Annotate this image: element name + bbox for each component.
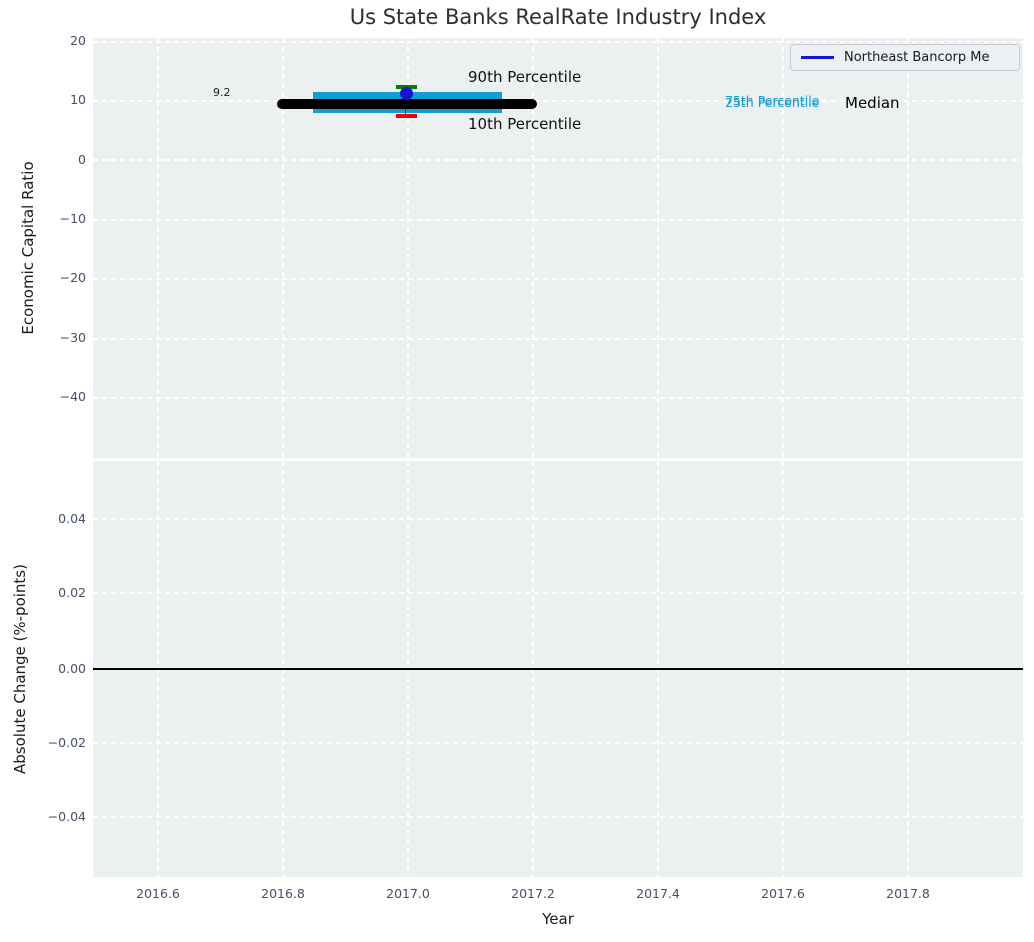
bottom-plot-area [93, 461, 1023, 877]
gridline-horizontal [93, 816, 1023, 818]
gridline-horizontal [93, 100, 1023, 102]
gridline-horizontal [93, 518, 1023, 520]
p10-cap-marker [396, 114, 417, 118]
gridline-horizontal [93, 397, 1023, 399]
gridline-horizontal [93, 592, 1023, 594]
gridline-horizontal [93, 278, 1023, 280]
y-tick-label: −0.04 [47, 809, 86, 824]
median-line [277, 99, 537, 109]
y-tick-label: −30 [59, 330, 86, 345]
y-axis-label-bottom: Absolute Change (%-points) [11, 564, 29, 774]
annotation-median: Median [845, 94, 900, 112]
gridline-vertical [407, 38, 409, 458]
y-tick-label: −20 [59, 270, 86, 285]
gridline-horizontal [93, 159, 1023, 161]
gridline-horizontal [93, 41, 1023, 43]
annotation-25th-percentile: 25th Percentile [725, 95, 820, 110]
y-tick-label: 20 [70, 33, 86, 48]
annotation-90th-percentile: 90th Percentile [468, 68, 582, 86]
gridline-vertical [782, 38, 784, 458]
gridline-vertical [282, 38, 284, 458]
legend-line-swatch [801, 56, 834, 59]
legend-series-label: Northeast Bancorp Me [844, 50, 990, 65]
y-tick-label: 0.02 [58, 585, 86, 600]
y-tick-label: 10 [70, 92, 86, 107]
y-axis-label-top: Economic Capital Ratio [19, 161, 37, 335]
y-tick-label: −10 [59, 211, 86, 226]
gridline-horizontal [93, 742, 1023, 744]
x-tick-label: 2017.2 [511, 886, 555, 901]
legend: Northeast Bancorp Me [790, 44, 1020, 71]
annotation-75th-percentile: 75th Percentile [725, 93, 820, 108]
gridline-vertical [157, 38, 159, 458]
y-tick-label: 0.04 [58, 511, 86, 526]
y-tick-label: −0.02 [47, 735, 86, 750]
company-data-point [400, 87, 413, 100]
x-axis-label: Year [542, 910, 574, 928]
x-tick-label: 2016.8 [261, 886, 305, 901]
top-plot-area: 90th Percentile 10th Percentile 9.2 75th… [93, 38, 1023, 458]
annotation-10th-percentile: 10th Percentile [468, 115, 582, 133]
gridline-vertical [657, 38, 659, 458]
y-tick-label: 0.00 [58, 661, 86, 676]
gridline-vertical [907, 38, 909, 458]
y-tick-label: 0 [78, 152, 86, 167]
chart-title: Us State Banks RealRate Industry Index [349, 5, 767, 29]
y-tick-label: −40 [59, 389, 86, 404]
annotation-median-value: 9.2 [213, 86, 231, 99]
x-tick-label: 2016.6 [136, 886, 180, 901]
gridline-horizontal [93, 338, 1023, 340]
gridline-vertical [532, 38, 534, 458]
x-tick-label: 2017.0 [386, 886, 430, 901]
x-tick-label: 2017.8 [886, 886, 930, 901]
zero-reference-line [93, 668, 1023, 670]
x-tick-label: 2017.4 [636, 886, 680, 901]
gridline-horizontal [93, 219, 1023, 221]
x-tick-label: 2017.6 [761, 886, 805, 901]
